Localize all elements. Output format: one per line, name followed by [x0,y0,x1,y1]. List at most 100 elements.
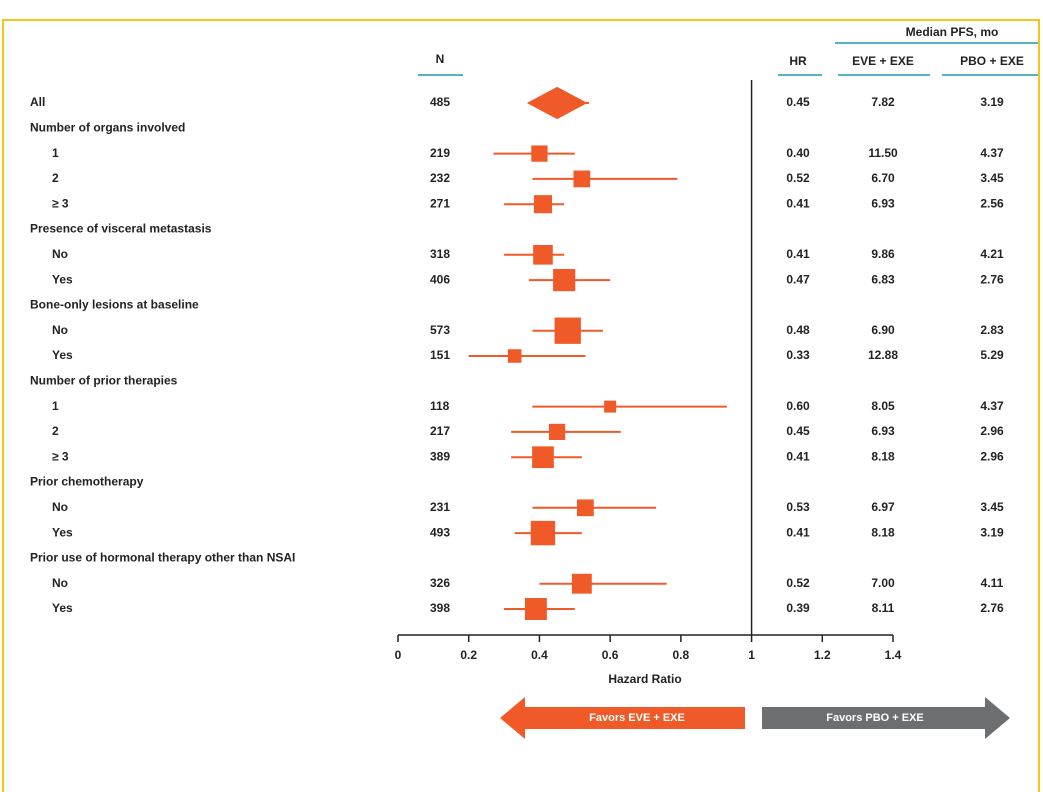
row-label: Number of organs involved [30,120,185,134]
n-value: 231 [430,500,450,514]
median-eve: 6.90 [871,323,895,337]
row-label: Bone-only lesions at baseline [30,298,199,312]
hr-value: 0.33 [786,348,810,362]
row-label: Prior chemotherapy [30,475,144,489]
median-pbo: 3.19 [980,95,1004,109]
hr-marker [524,598,547,620]
hr-marker [604,400,617,413]
hr-value: 0.41 [786,449,810,463]
hr-marker [553,269,576,292]
n-value: 217 [430,424,450,438]
median-eve: 6.93 [871,196,895,210]
hr-value: 0.53 [786,500,810,514]
n-value: 398 [430,601,450,615]
row-label: No [52,247,68,261]
median-pbo: 3.45 [980,500,1004,514]
median-eve: 8.18 [871,449,895,463]
n-value: 219 [430,146,450,160]
x-tick-label: 1.4 [885,648,902,662]
x-tick-label: 0.4 [531,648,548,662]
hr-value: 0.52 [786,576,810,590]
hr-value: 0.45 [786,95,810,109]
hr-marker [507,349,522,363]
median-pbo: 4.37 [980,146,1004,160]
hr-value: 0.60 [786,399,810,413]
n-value: 389 [430,449,450,463]
median-eve: 7.00 [871,576,895,590]
median-pbo: 3.45 [980,171,1004,185]
hr-marker [526,86,588,120]
median-pbo: 4.37 [980,399,1004,413]
row-label: All [30,95,45,109]
hr-marker [554,317,581,344]
median-pbo: 2.96 [980,424,1004,438]
median-pbo: 2.56 [980,196,1004,210]
n-value: 326 [430,576,450,590]
row-label: Yes [52,348,73,362]
hr-marker [573,170,591,188]
x-tick-label: 0 [395,648,402,662]
favors-label: Favors EVE + EXE [589,712,685,724]
median-eve: 8.05 [871,399,895,413]
row-label: 1 [52,399,59,413]
hr-value: 0.41 [786,247,810,261]
x-tick-label: 0.2 [460,648,477,662]
favors-arrow [762,697,1010,739]
n-value: 318 [430,247,450,261]
x-tick-label: 0.8 [673,648,690,662]
row-label: No [52,576,68,590]
median-pbo: 2.76 [980,272,1004,286]
column-header: HR [789,54,807,68]
median-pbo: 2.76 [980,601,1004,615]
n-value: 485 [430,95,450,109]
n-value: 271 [430,196,450,210]
median-pbo: 2.96 [980,449,1004,463]
row-label: ≥ 3 [52,196,69,210]
median-pbo: 5.29 [980,348,1004,362]
median-eve: 6.83 [871,272,895,286]
x-axis-label: Hazard Ratio [608,672,681,686]
x-tick-label: 1 [748,648,755,662]
row-label: Number of prior therapies [30,373,178,387]
hr-marker [530,520,556,546]
column-header: PBO + EXE [960,54,1024,68]
row-label: No [52,500,68,514]
row-label: 2 [52,424,59,438]
n-value: 406 [430,272,450,286]
n-value: 118 [430,399,450,413]
frame [2,19,1040,792]
median-eve: 12.88 [868,348,898,362]
median-eve: 9.86 [871,247,895,261]
median-eve: 6.97 [871,500,895,514]
row-label: 1 [52,146,59,160]
x-tick-label: 0.6 [602,648,619,662]
hr-value: 0.40 [786,146,810,160]
hr-marker [549,423,566,441]
n-value: 573 [430,323,450,337]
n-value: 151 [430,348,450,362]
column-header: N [436,52,445,66]
hr-marker [577,499,594,517]
hr-value: 0.52 [786,171,810,185]
median-pbo: 2.83 [980,323,1004,337]
n-value: 232 [430,171,450,185]
column-header: Median PFS, mo [906,25,999,39]
row-label: ≥ 3 [52,449,69,463]
hr-value: 0.45 [786,424,810,438]
row-label: Yes [52,601,73,615]
favors-arrow [500,697,745,739]
median-pbo: 3.19 [980,525,1004,539]
favors-label: Favors PBO + EXE [826,712,924,724]
hr-marker [532,446,554,469]
row-label: Presence of visceral metastasis [30,222,212,236]
hr-marker [571,573,592,594]
median-eve: 11.50 [868,146,898,160]
median-pbo: 4.11 [981,576,1004,590]
row-label: No [52,323,68,337]
x-tick-label: 1.2 [814,648,831,662]
hr-marker [533,244,553,265]
hr-value: 0.47 [786,272,810,286]
hr-marker [531,145,548,162]
median-eve: 8.11 [872,601,895,615]
